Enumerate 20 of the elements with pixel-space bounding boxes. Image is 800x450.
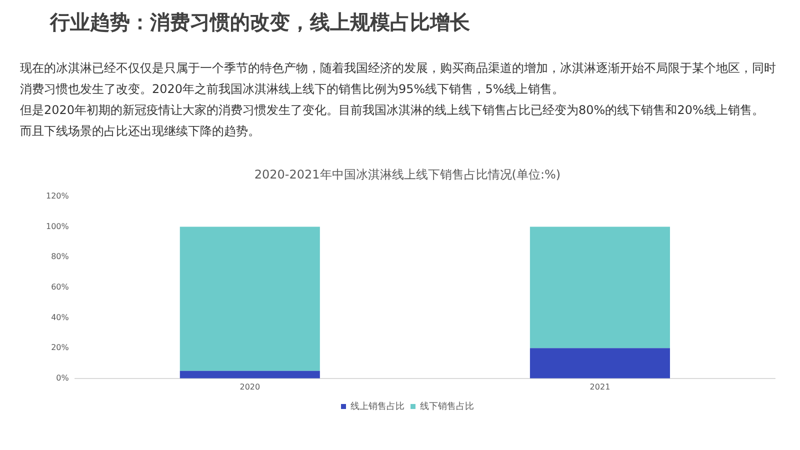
- x-tick-label: 2020: [240, 382, 260, 392]
- y-tick-label: 120%: [46, 191, 70, 200]
- bar: [530, 348, 670, 378]
- x-tick-label: 2021: [590, 382, 610, 392]
- y-tick-label: 60%: [51, 282, 70, 292]
- y-tick-label: 80%: [51, 252, 70, 262]
- y-tick-label: 100%: [46, 222, 70, 231]
- legend-label: 线下销售占比: [420, 400, 474, 412]
- bar: [180, 226, 320, 371]
- bar: [180, 370, 320, 378]
- bar: [530, 226, 670, 348]
- y-tick-label: 40%: [51, 312, 70, 322]
- text: 而且下线场景的占比还出现继续下降的趋势。: [20, 123, 261, 140]
- chart-subtitle: 2020-2021年中国冰淇淋线上线下销售占比情况(单位:%): [254, 167, 561, 182]
- text: 现在的冰淇淋已经不仅仅是只属于一个季节的特色产物，随着我国经济的发展，购买商品渠道的增加，冰淇淋逐渐开始不局限于某个地区，同时消费习惯也发生了改变。2020年之前我国冰淇淋线上线下的销售比例为95%线下销售，5%线上销售。: [20, 60, 776, 98]
- text: 但是2020年初期的新冠疫情让大家的消费习惯发生了变化。目前我国冰淇淋的线上线下销售占比已经变为80%的线下销售和20%线上销售。: [20, 102, 765, 119]
- y-tick-label: 0%: [56, 373, 70, 382]
- legend-label: 线上销售占比: [350, 400, 404, 412]
- y-tick-label: 20%: [51, 343, 70, 352]
- chart-title: 行业趋势：消费习惯的改变，线上规模占比增长: [50, 9, 470, 36]
